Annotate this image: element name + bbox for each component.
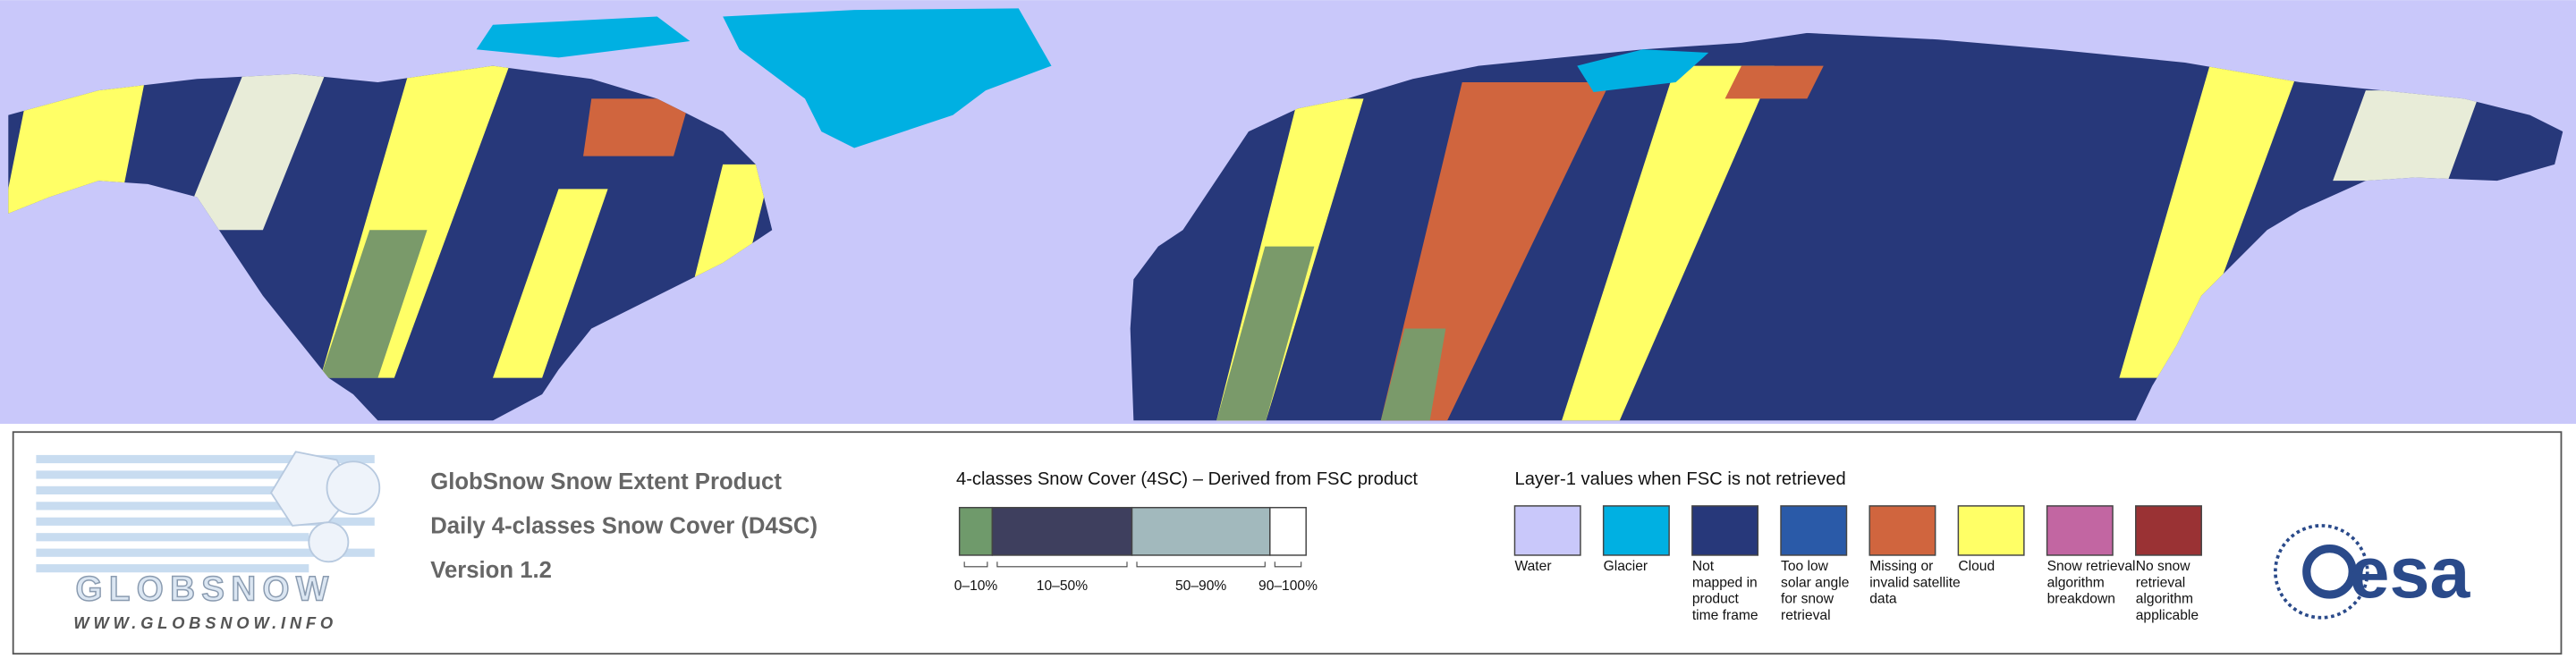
layer-label: Cloud: [1958, 559, 1995, 574]
class-swatch: [958, 506, 994, 556]
class-label: 0–10%: [954, 578, 998, 594]
layer-swatch: [1513, 505, 1581, 556]
layer-label: Not: [1692, 559, 1715, 574]
class-bracket: [963, 561, 988, 568]
layer-label: invalid satellite: [1869, 575, 1961, 590]
layer-label: solar angle: [1781, 575, 1849, 590]
logo-stripe: [36, 502, 309, 511]
layer-swatch: [2046, 505, 2114, 556]
layer-label: for snow: [1781, 592, 1835, 607]
class-swatch: [1131, 506, 1271, 556]
layer-label: Water: [1514, 559, 1551, 574]
logo-url: WWW.GLOBSNOW.INFO: [73, 613, 337, 632]
logo-stripe: [36, 485, 375, 494]
logo-stripe: [36, 517, 375, 526]
layer-label: product: [1692, 592, 1740, 607]
class-swatch: [991, 506, 1133, 556]
agency-name: esa: [2350, 533, 2471, 613]
class-label: 50–90%: [1175, 578, 1226, 594]
layer-swatch: [1602, 505, 1670, 556]
logo-name: GLOBSNOW: [76, 570, 335, 609]
layer-label: algorithm: [2047, 575, 2105, 590]
layer-label: Snow retrieval: [2047, 559, 2136, 574]
logo-stripe: [36, 470, 309, 479]
class-label: 90–100%: [1258, 578, 1318, 594]
layer-swatch: [1691, 505, 1759, 556]
logo-stripe: [36, 454, 375, 464]
layer-swatch: [2135, 505, 2202, 556]
layer-label: Too low: [1781, 559, 1829, 574]
logo-stripe: [36, 564, 309, 573]
product-title: GlobSnow Snow Extent Product: [430, 469, 782, 494]
map: [8, 8, 2563, 421]
layer-swatch: [1957, 505, 2025, 556]
layer-label: breakdown: [2047, 592, 2115, 607]
layer-swatch: [1780, 505, 1848, 556]
layer-label: algorithm: [2136, 592, 2193, 607]
snow-legend-title: 4-classes Snow Cover (4SC) – Derived fro…: [956, 469, 1418, 489]
product-version: Version 1.2: [430, 558, 552, 583]
layer-label: No snow: [2136, 559, 2190, 574]
class-bracket: [1136, 561, 1266, 568]
layer-label: Glacier: [1604, 559, 1648, 574]
layer-legend-title: Layer-1 values when FSC is not retrieved: [1514, 469, 1845, 489]
class-bracket: [1274, 561, 1302, 568]
product-subtitle: Daily 4-classes Snow Cover (D4SC): [430, 514, 818, 539]
logo: GLOBSNOW WWW.GLOBSNOW.INFO: [36, 451, 381, 632]
layer-label: data: [1869, 592, 1897, 607]
class-label: 10–50%: [1037, 578, 1088, 594]
class-swatch: [1269, 506, 1307, 556]
layer-swatch: [1868, 505, 1936, 556]
logo-stripe: [36, 533, 309, 542]
class-bracket: [996, 561, 1128, 568]
esa-logo: esa: [2274, 524, 2471, 620]
logo-stripe: [36, 548, 375, 557]
layer-label: retrieval: [2136, 575, 2186, 590]
layer-label: retrieval: [1781, 608, 1831, 623]
layer-label: time frame: [1692, 608, 1758, 623]
layer-label: applicable: [2136, 608, 2199, 623]
layer-label: Missing or: [1869, 559, 1933, 574]
layer-label: mapped in: [1692, 575, 1758, 590]
